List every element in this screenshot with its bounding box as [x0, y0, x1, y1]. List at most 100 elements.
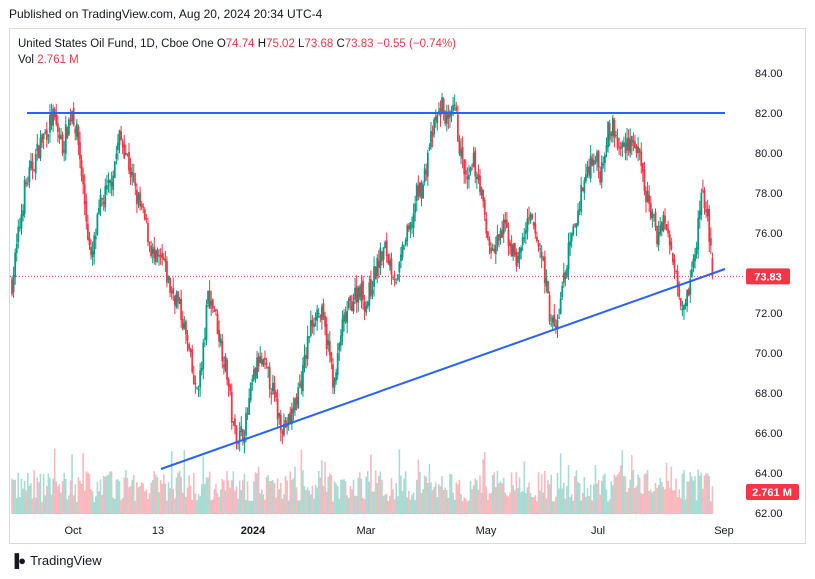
- volume-bar: [200, 484, 203, 514]
- candle-body: [180, 298, 183, 320]
- volume-bar: [499, 480, 502, 514]
- volume-bar: [145, 489, 148, 514]
- volume-bar: [537, 472, 540, 514]
- candle-body: [619, 146, 622, 150]
- candle-body: [47, 135, 50, 137]
- volume-bar: [392, 489, 394, 514]
- volume-bar: [159, 480, 162, 514]
- volume-bar: [654, 482, 657, 514]
- volume-bar: [83, 490, 86, 514]
- volume-bar: [36, 477, 39, 514]
- candle-body: [30, 160, 32, 169]
- candle-body: [388, 260, 391, 267]
- volume-bar: [132, 474, 135, 514]
- volume-bar: [384, 494, 386, 514]
- volume-bar: [439, 486, 442, 514]
- volume-bar: [303, 486, 306, 514]
- volume-bar: [50, 494, 53, 514]
- candle-body: [692, 258, 695, 268]
- candle-body: [215, 309, 217, 311]
- candle-body: [463, 159, 466, 175]
- x-tick-label: 13: [152, 525, 164, 537]
- volume-bar: [229, 487, 231, 514]
- volume-bar: [167, 482, 170, 514]
- candle-body: [455, 106, 458, 111]
- volume-bar: [23, 480, 26, 514]
- volume-bar: [351, 489, 353, 514]
- drawn-lines: [10, 112, 745, 470]
- y-tick-label: 68.00: [755, 388, 783, 400]
- candle-body: [496, 235, 499, 246]
- candle-body: [670, 241, 673, 250]
- volume-bar: [562, 482, 565, 514]
- volume-bar: [600, 480, 603, 514]
- candle-body: [82, 175, 85, 185]
- volume-bar: [41, 501, 43, 514]
- candle-body: [355, 286, 358, 302]
- candle-body: [335, 372, 338, 381]
- volume-bar: [218, 496, 220, 514]
- candles: [11, 92, 714, 454]
- candle-body: [186, 335, 189, 341]
- volume-bar: [270, 480, 273, 514]
- candle-body: [196, 387, 198, 389]
- volume-bar: [58, 484, 61, 514]
- volume-bar: [71, 454, 73, 514]
- volume-bar: [155, 474, 157, 514]
- candle-body: [349, 295, 352, 301]
- volume-bar: [120, 499, 122, 514]
- candle-body: [143, 209, 146, 220]
- y-tick-label: 78.00: [755, 188, 783, 200]
- candle-body: [499, 230, 502, 239]
- candle-body: [110, 182, 113, 187]
- candle-body: [154, 250, 157, 262]
- volume-bar: [401, 490, 404, 514]
- volume-bar: [314, 484, 317, 514]
- candle-body: [246, 413, 249, 415]
- brand-name: TradingView: [30, 553, 102, 568]
- volume-bar: [180, 476, 182, 514]
- volume-bar: [265, 477, 268, 514]
- volume-bar: [681, 473, 684, 514]
- candle-body: [434, 116, 437, 121]
- volume-bar: [498, 483, 500, 514]
- volume-bar: [408, 490, 410, 514]
- volume-bar: [676, 496, 679, 514]
- volume-bar: [566, 485, 568, 514]
- volume-bar: [594, 465, 597, 514]
- candle-body: [681, 309, 684, 311]
- candle-body: [637, 146, 640, 154]
- volume-bar: [646, 470, 649, 514]
- volume-bar: [55, 481, 58, 514]
- candle-body: [34, 153, 37, 174]
- candle-body: [381, 251, 383, 262]
- volume-bar: [240, 490, 243, 514]
- candle-body: [529, 214, 532, 221]
- candle-body: [445, 114, 448, 124]
- candle-body: [343, 314, 345, 323]
- volume-bar: [708, 476, 711, 514]
- y-tick-label: 72.00: [755, 308, 783, 320]
- volume-bar: [532, 497, 535, 514]
- candle-body: [327, 340, 330, 346]
- candle-body: [420, 182, 423, 199]
- volume-bar: [185, 496, 187, 514]
- volume-bar: [284, 475, 287, 514]
- candle-body: [401, 244, 404, 258]
- volume-bar: [202, 456, 205, 514]
- volume-bar: [692, 480, 695, 514]
- volume-bar: [354, 495, 356, 514]
- volume-bar: [618, 472, 620, 514]
- volume-bar: [188, 475, 190, 514]
- volume-bar: [110, 471, 113, 514]
- candle-body: [207, 290, 209, 304]
- volume-bar: [415, 479, 418, 514]
- volume-bar: [664, 489, 666, 514]
- volume-bar: [359, 472, 361, 514]
- volume-bar: [313, 498, 315, 514]
- brand-footer: ▐● TradingView: [10, 553, 102, 568]
- volume-bar: [276, 478, 279, 514]
- volume-bar: [466, 501, 469, 514]
- volume-bar: [363, 498, 366, 514]
